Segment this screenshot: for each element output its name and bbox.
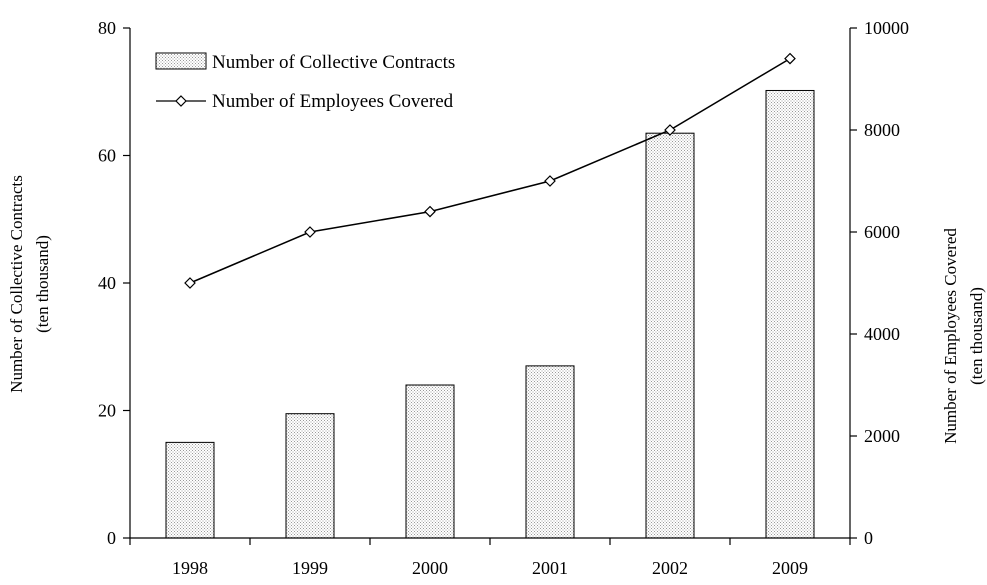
legend-line-marker xyxy=(175,95,187,107)
y-right-tick-label: 6000 xyxy=(864,222,900,242)
y-left-tick-label: 0 xyxy=(107,528,116,548)
y-right-tick-label: 2000 xyxy=(864,426,900,446)
y-left-tick-label: 40 xyxy=(98,273,116,293)
x-tick-label: 2002 xyxy=(652,558,688,578)
legend-bar-swatch xyxy=(155,52,207,70)
y-right-tick-label: 10000 xyxy=(864,18,909,38)
y-right-title-line2: (ten thousand) xyxy=(967,287,986,385)
bar xyxy=(525,365,575,539)
bar xyxy=(285,413,335,539)
y-right-tick-label: 8000 xyxy=(864,120,900,140)
bars-layer xyxy=(165,89,815,539)
x-tick-label: 1998 xyxy=(172,558,208,578)
bar xyxy=(645,132,695,539)
bar xyxy=(405,384,455,539)
y-right-tick-label: 0 xyxy=(864,528,873,548)
y-left-tick-label: 80 xyxy=(98,18,116,38)
y-right-tick-label: 4000 xyxy=(864,324,900,344)
y-left-tick-label: 20 xyxy=(98,401,116,421)
y-left-title-line2: (ten thousand) xyxy=(33,235,52,333)
y-right-title-line1: Number of Employees Covered xyxy=(941,228,960,444)
line-point xyxy=(184,277,196,289)
legend-bar-label: Number of Collective Contracts xyxy=(212,52,455,73)
legend-line-label: Number of Employees Covered xyxy=(212,91,454,112)
x-tick-label: 2000 xyxy=(412,558,448,578)
legend: Number of Collective Contracts Number of… xyxy=(155,52,455,112)
x-tick-label: 2001 xyxy=(532,558,568,578)
bar xyxy=(165,441,215,539)
line-point xyxy=(664,124,676,136)
line-point xyxy=(784,52,796,65)
line-point xyxy=(544,175,556,187)
x-tick-label: 1999 xyxy=(292,558,328,578)
line-point xyxy=(304,226,316,238)
series-line xyxy=(189,57,791,284)
axes-layer: 0 20 40 60 80 0 2000 4000 6000 8000 10000 1998 1999 2… xyxy=(98,18,909,578)
y-left-title-line1: Number of Collective Contracts xyxy=(7,175,26,393)
bar xyxy=(765,89,815,539)
x-tick-label: 2009 xyxy=(772,558,808,578)
line-point xyxy=(424,205,436,218)
line-layer xyxy=(184,52,796,289)
y-left-tick-label: 60 xyxy=(98,146,116,166)
